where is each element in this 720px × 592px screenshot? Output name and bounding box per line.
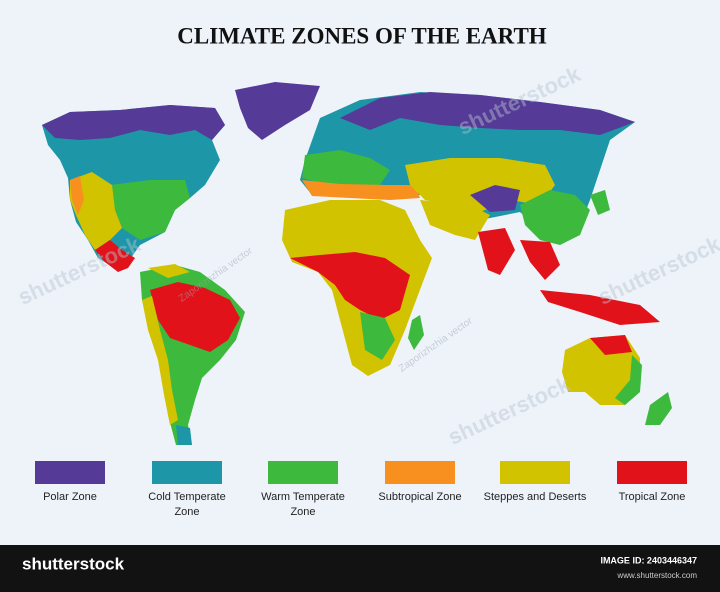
- australia-tropical: [590, 335, 632, 355]
- africa-tropical: [290, 252, 410, 320]
- legend-label: Subtropical Zone: [378, 491, 461, 503]
- mediterranean-subtropical: [302, 180, 420, 200]
- legend-label: Cold Temperate: [148, 491, 225, 503]
- china-warm: [520, 190, 590, 245]
- legend-swatch: [500, 461, 570, 484]
- north-america-polar: [42, 105, 225, 140]
- central-america-tropical: [95, 240, 135, 272]
- legend-label: Zone: [174, 506, 199, 518]
- new-zealand-warm: [645, 392, 672, 425]
- india-tropical: [478, 228, 515, 275]
- south-america-steppe: [142, 296, 178, 425]
- legend-swatch: [617, 461, 687, 484]
- europe-warm: [302, 150, 390, 185]
- africa-south-warm: [360, 312, 395, 360]
- legend-swatch: [152, 461, 222, 484]
- footer-bar: [0, 545, 720, 592]
- tibet-polar: [470, 185, 520, 212]
- japan-warm: [590, 190, 610, 215]
- se-asia-tropical: [520, 240, 560, 280]
- australia-warm: [615, 355, 642, 405]
- north-america-subtropical: [70, 176, 84, 215]
- legend-label: Polar Zone: [43, 491, 97, 503]
- legend-swatch: [268, 461, 338, 484]
- legend-label: Warm Temperate: [261, 491, 345, 503]
- south-america-north-steppe: [148, 264, 190, 278]
- legend-label: Zone: [290, 506, 315, 518]
- north-america-warm: [110, 180, 190, 240]
- legend-label: Steppes and Deserts: [484, 491, 587, 503]
- indonesia-tropical: [540, 290, 660, 325]
- footer-brand: shutterstock: [22, 554, 125, 573]
- legend: Polar Zone Cold Temperate Zone Warm Tempera…: [35, 461, 687, 518]
- madagascar-warm: [408, 315, 424, 350]
- north-america-steppe: [70, 172, 122, 250]
- continents: [42, 82, 672, 445]
- legend-swatch: [35, 461, 105, 484]
- footer-site: www.shutterstock.com: [616, 571, 697, 580]
- legend-swatch: [385, 461, 455, 484]
- eurasia-polar: [340, 92, 635, 135]
- middle-east-steppe: [420, 200, 490, 240]
- image-id: IMAGE ID: 2403446347: [600, 555, 697, 565]
- south-america-tropical: [150, 282, 240, 352]
- south-america-cold: [176, 425, 192, 445]
- greenland-polar: [235, 82, 320, 140]
- legend-label: Tropical Zone: [619, 491, 686, 503]
- map-title: CLIMATE ZONES OF THE EARTH: [177, 23, 547, 48]
